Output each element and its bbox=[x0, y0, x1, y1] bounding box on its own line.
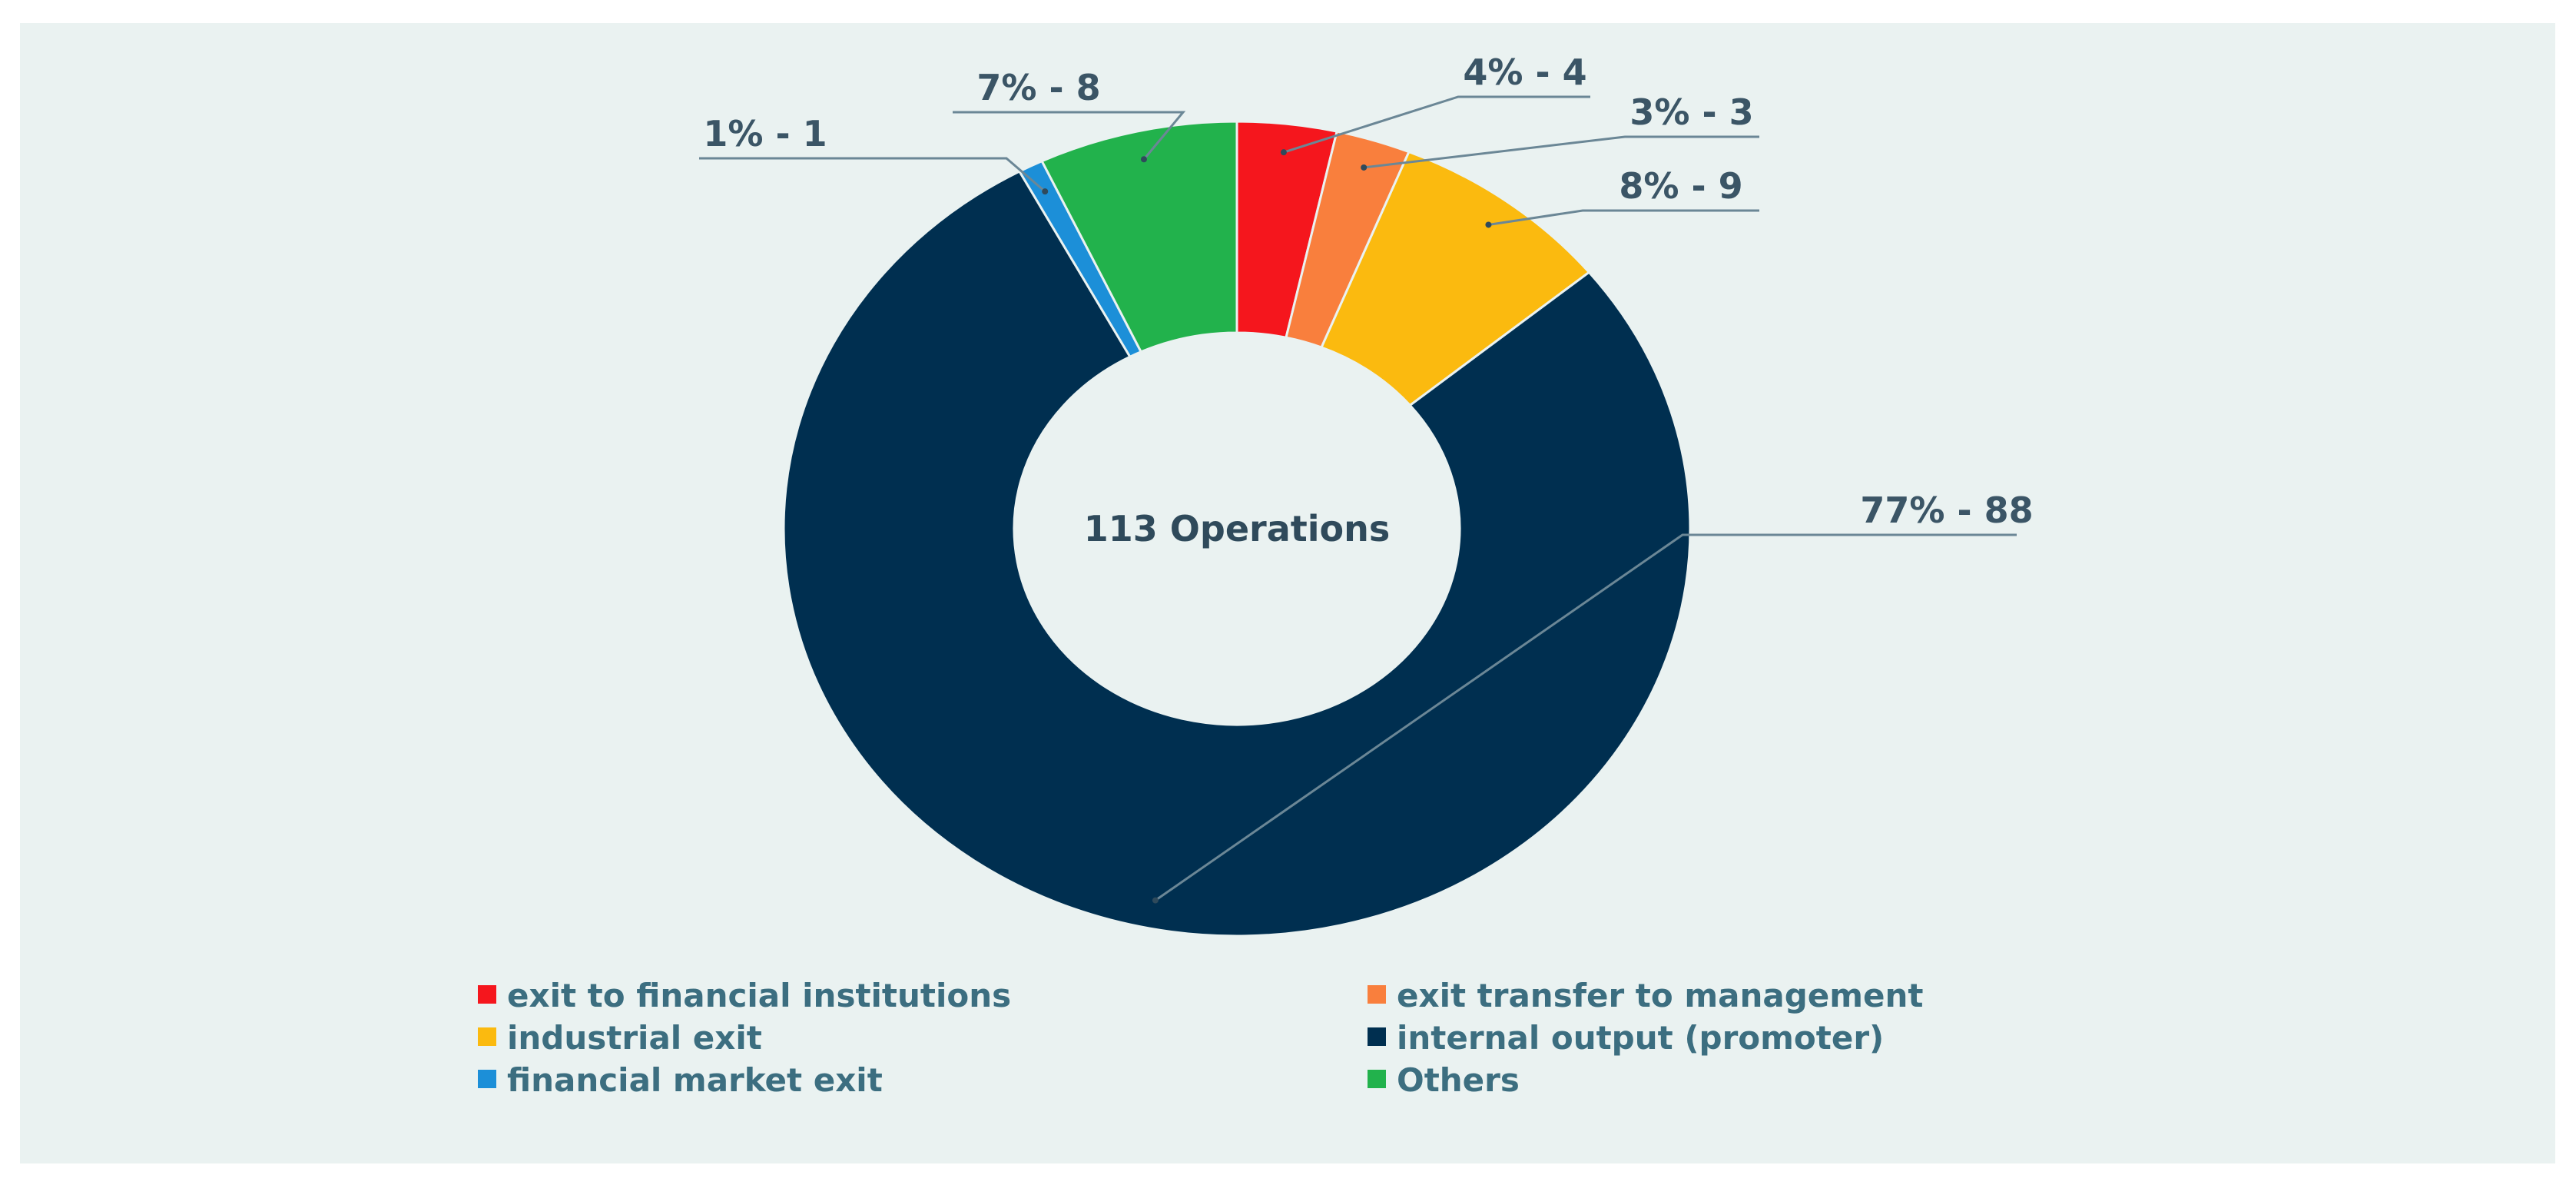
slice-data-label: 3% - 3 bbox=[1629, 91, 1753, 133]
legend-swatch bbox=[1368, 1070, 1386, 1088]
leader-line bbox=[1488, 209, 1759, 226]
legend-swatch bbox=[1368, 985, 1386, 1004]
leader-line bbox=[1364, 135, 1759, 169]
legend-item: industrial exit bbox=[478, 1019, 762, 1057]
slice-data-label: 4% - 4 bbox=[1463, 51, 1586, 93]
slice-data-label: 7% - 8 bbox=[976, 67, 1100, 108]
legend-label: internal output (promoter) bbox=[1397, 1019, 1884, 1057]
leader-lines-layer bbox=[699, 95, 2017, 904]
leader-line bbox=[1155, 533, 2017, 901]
leader-line bbox=[699, 157, 1046, 193]
legend-label: industrial exit bbox=[507, 1019, 762, 1057]
legend: exit to financial institutions exit trans… bbox=[478, 977, 1923, 1099]
legend-label: exit to financial institutions bbox=[507, 977, 1011, 1014]
slices-layer bbox=[782, 120, 1692, 938]
center-label: 113 Operations bbox=[1084, 508, 1390, 549]
legend-item: exit transfer to management bbox=[1368, 977, 1923, 1014]
legend-label: exit transfer to management bbox=[1397, 977, 1923, 1014]
leader-dot bbox=[1140, 156, 1147, 163]
slice-data-label: 8% - 9 bbox=[1619, 165, 1742, 207]
leader-dot bbox=[1485, 221, 1492, 228]
leader-dot bbox=[1042, 188, 1049, 195]
legend-swatch bbox=[478, 1027, 496, 1046]
legend-item: internal output (promoter) bbox=[1368, 1019, 1884, 1057]
legend-swatch bbox=[478, 985, 496, 1004]
leader-dot bbox=[1361, 164, 1368, 171]
legend-item: exit to financial institutions bbox=[478, 977, 1011, 1014]
donut-slice-others bbox=[1040, 120, 1238, 354]
legend-label: financial market exit bbox=[507, 1061, 883, 1099]
donut-slice-internal-output-promoter bbox=[782, 170, 1692, 938]
leader-line bbox=[953, 111, 1186, 161]
slice-data-label: 77% - 88 bbox=[1860, 490, 2033, 531]
legend-label: Others bbox=[1397, 1061, 1520, 1099]
legend-item: Others bbox=[1368, 1061, 1520, 1099]
slice-labels-layer: 4% - 4 3% - 3 8% - 9 77% - 88 1% - 1 7% - 8 bbox=[703, 51, 2033, 531]
legend-item: financial market exit bbox=[478, 1061, 883, 1099]
leader-line bbox=[1283, 95, 1590, 154]
slice-data-label: 1% - 1 bbox=[703, 113, 827, 154]
legend-swatch bbox=[478, 1070, 496, 1088]
leader-dot bbox=[1280, 149, 1287, 156]
leader-dot bbox=[1152, 897, 1159, 904]
legend-swatch bbox=[1368, 1027, 1386, 1046]
